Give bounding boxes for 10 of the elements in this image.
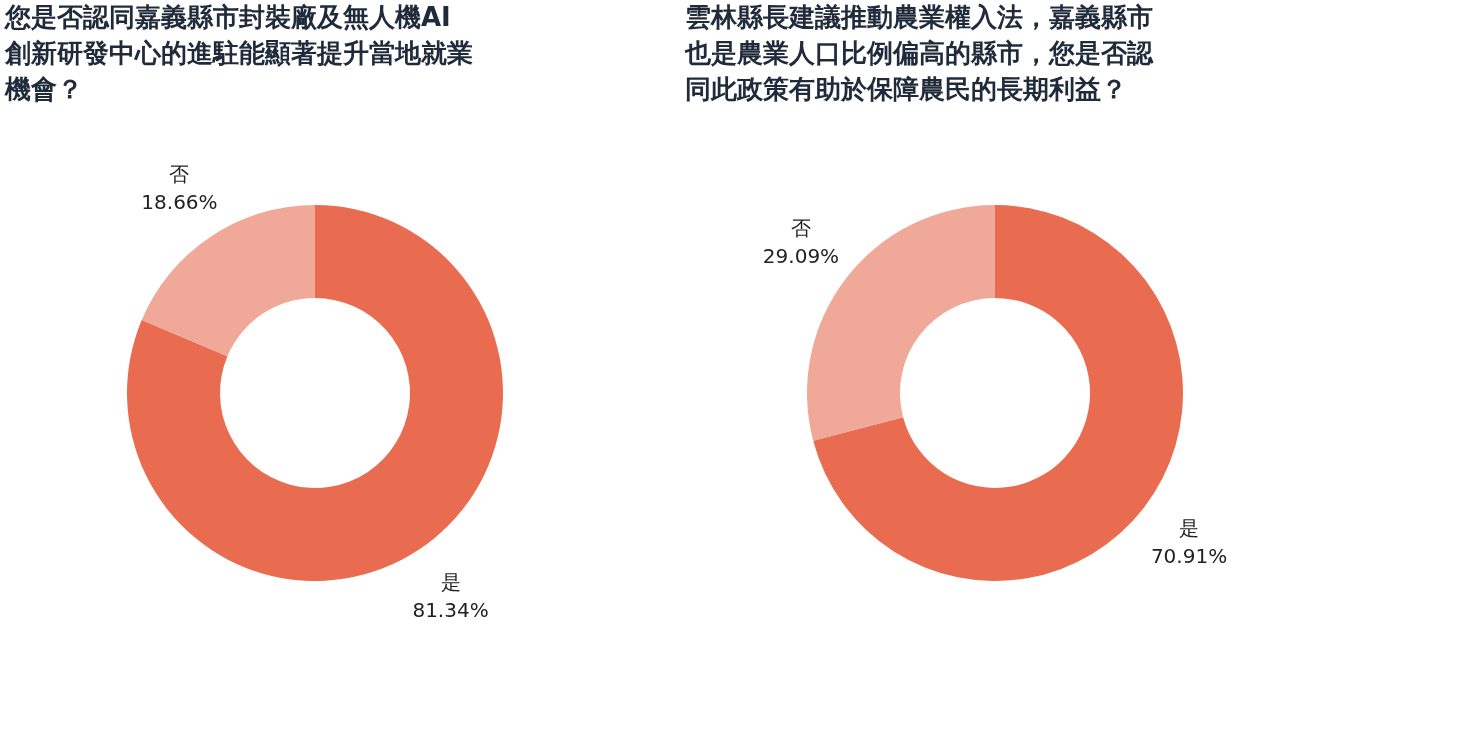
slice-label: 是	[440, 570, 461, 595]
slice-label: 是	[1179, 515, 1200, 540]
slice-label: 否	[790, 216, 811, 241]
data-label: 70.91%	[1150, 543, 1228, 568]
data-label: 29.09%	[762, 244, 840, 269]
chart-title: 雲林縣長建議推動農業權入法，嘉義縣市也是農業人口比例偏高的縣市，您是否認同此政策有助於保障農民的長期利益？	[684, 2, 1154, 104]
data-label: 81.34%	[412, 598, 489, 623]
data-label: 18.66%	[141, 189, 218, 214]
slice-label: 否	[169, 161, 190, 186]
chart-title: 您是否認同嘉義縣市封裝廠及無人機AI創新研發中心的進駐能顯著提升當地就業機會？	[4, 2, 473, 104]
